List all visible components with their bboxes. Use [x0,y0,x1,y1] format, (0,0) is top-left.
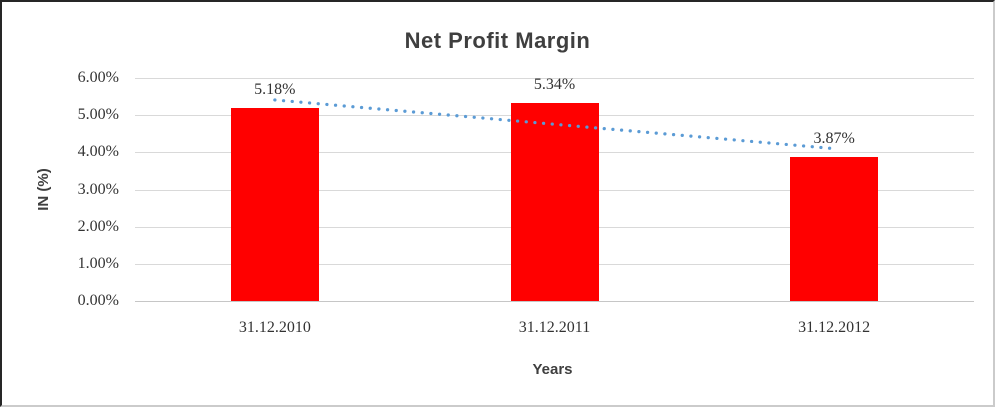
y-tick-label: 0.00% [77,292,119,309]
x-tick-label: 31.12.2011 [518,319,591,336]
data-label: 5.18% [254,81,296,99]
y-tick-label: 4.00% [77,143,119,161]
y-tick-label: 3.00% [77,180,119,198]
x-axis-title: Years [532,361,573,378]
gridline [135,78,974,79]
x-tick-label: 31.12.2012 [798,319,871,336]
y-tick-label: 2.00% [77,217,119,235]
chart-title: Net Profit Margin [404,28,591,53]
x-tick-label: 31.12.2010 [238,319,311,336]
x-axis-line [135,301,974,302]
y-tick-label: 6.00% [77,69,119,86]
y-tick-label: 5.00% [77,106,119,124]
bar-31.12.2010 [230,108,319,301]
bar-31.12.2012 [790,157,879,301]
data-label: 5.34% [533,75,576,93]
y-tick-label: 1.00% [77,254,119,272]
bar-31.12.2011 [510,102,599,301]
data-label: 3.87% [813,130,855,148]
